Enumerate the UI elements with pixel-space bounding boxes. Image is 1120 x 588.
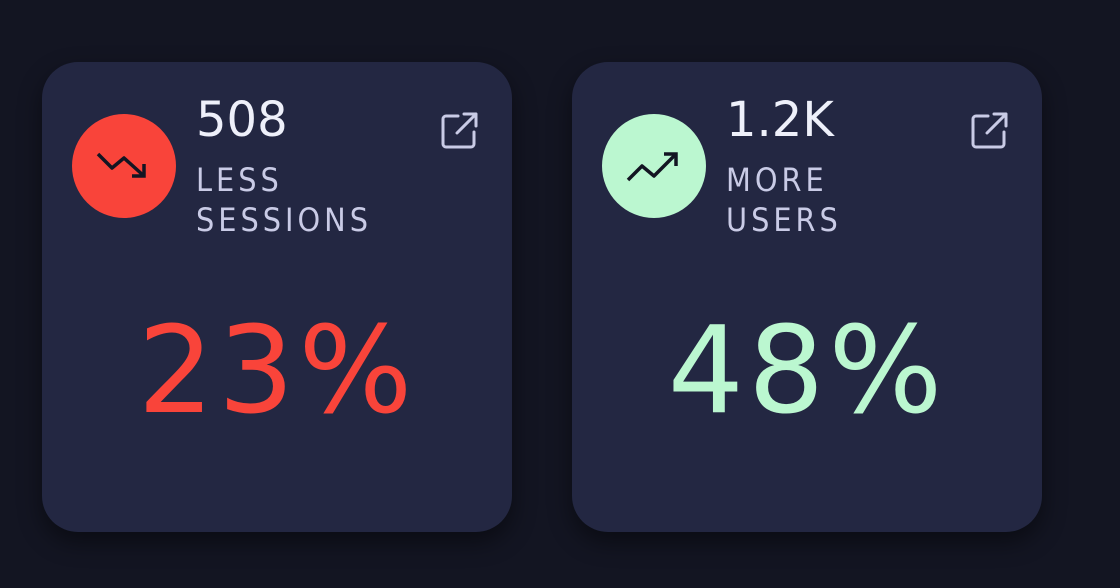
open-external[interactable] xyxy=(438,110,480,152)
trend-arrow xyxy=(626,152,678,182)
stat-value: 1.2K xyxy=(726,92,834,148)
stat-label: LESS SESSIONS xyxy=(196,161,372,239)
stat-label: MORE USERS xyxy=(726,161,842,239)
trend-arrow xyxy=(96,152,146,178)
stat-value: 508 xyxy=(196,92,288,148)
stat-card: 508 LESS SESSIONS 23% xyxy=(42,62,512,532)
trend-icon xyxy=(602,114,706,218)
stat-percent: 23% xyxy=(137,302,417,441)
open-external[interactable] xyxy=(968,110,1010,152)
trend-icon xyxy=(72,114,176,218)
stat-percent: 48% xyxy=(667,302,947,441)
stat-card: 1.2K MORE USERS 48% xyxy=(572,62,1042,532)
